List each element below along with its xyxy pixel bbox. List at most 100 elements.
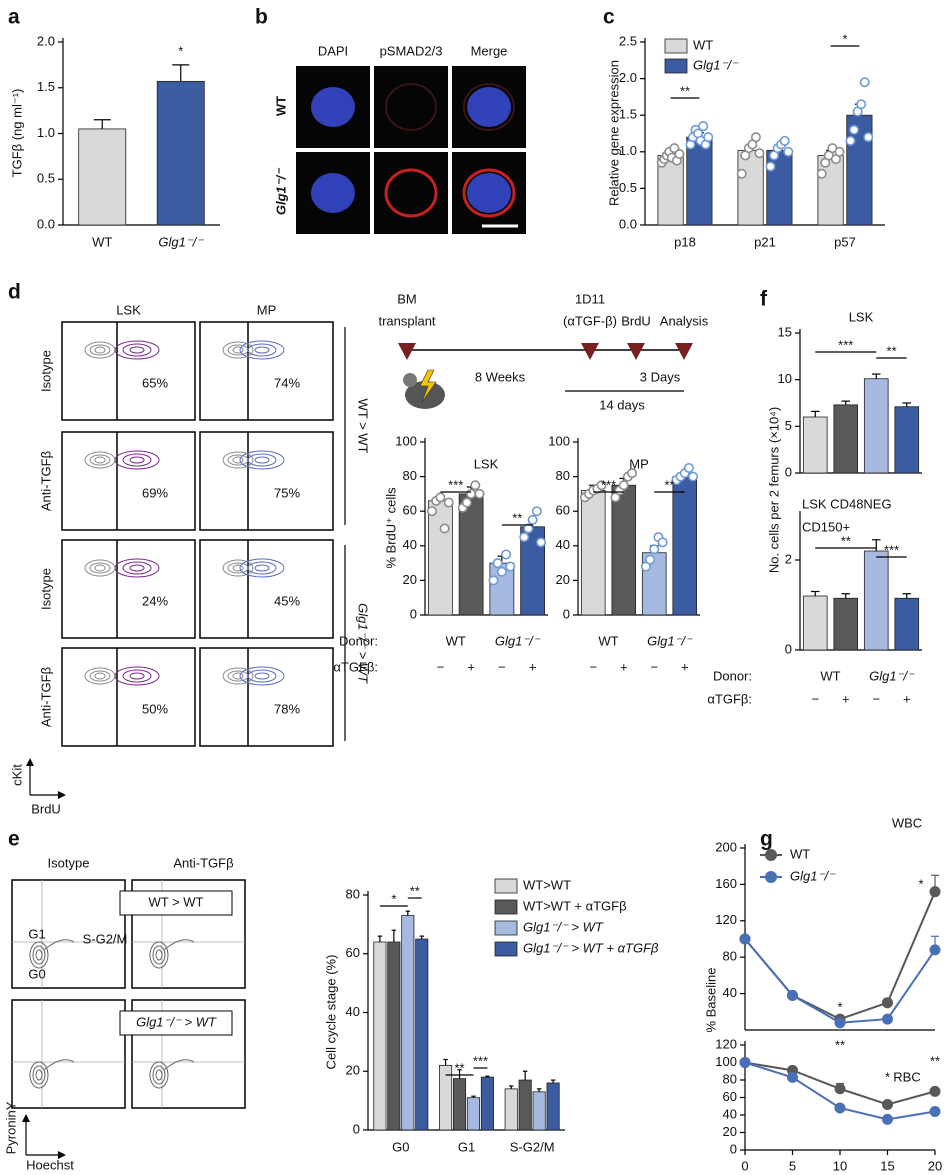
legend-swatch — [664, 38, 688, 54]
contour — [122, 669, 152, 683]
data-point — [849, 124, 860, 135]
x-tick-label: − — [437, 659, 445, 674]
data-point — [882, 997, 893, 1009]
flow-plot — [199, 647, 334, 747]
row-label: Donor: — [339, 633, 378, 648]
chart-title: RBC — [893, 1069, 920, 1084]
percent: 74% — [274, 375, 300, 390]
legend-marker — [765, 871, 777, 883]
contour — [43, 939, 75, 951]
contour — [239, 340, 285, 360]
contour — [114, 340, 160, 360]
y-tick-label: 0.5 — [37, 171, 55, 186]
significance-label: ** — [835, 1037, 845, 1052]
legend-label: Glg1⁻/⁻ — [790, 868, 836, 883]
data-point — [882, 1013, 893, 1025]
y-tick-label: 1.5 — [37, 79, 55, 94]
significance-label: ** — [930, 1053, 940, 1068]
contour — [35, 949, 43, 961]
contour — [129, 456, 145, 464]
contour — [129, 346, 145, 354]
data-point — [674, 148, 685, 159]
psmad-signal — [385, 83, 437, 131]
group-label: WT — [446, 633, 466, 648]
y-tick-label: 60 — [403, 503, 417, 518]
row-label: Anti-TGFβ — [38, 667, 53, 727]
bar — [863, 550, 889, 651]
data-point — [426, 506, 437, 517]
y-tick-label: 120 — [715, 912, 737, 927]
y-tick-label: 40 — [403, 537, 417, 552]
mouse-ear — [403, 373, 417, 387]
x-tick-label: 15 — [880, 1158, 894, 1173]
significance-label: * — [837, 999, 842, 1014]
contour — [152, 1065, 166, 1085]
significance-label: * — [885, 1069, 890, 1084]
gate-label: G0 — [28, 966, 45, 981]
contour — [254, 346, 270, 354]
x-tick-label: 5 — [789, 1158, 796, 1173]
data-point — [779, 135, 790, 146]
x-tick-label: p21 — [754, 234, 776, 249]
data-point — [929, 1106, 941, 1117]
x-tick-label: + — [467, 659, 475, 674]
contour — [222, 667, 254, 685]
legend-label: Glg1⁻/⁻ — [693, 57, 739, 72]
bar — [894, 597, 920, 651]
flow-plot — [199, 539, 334, 639]
y-tick-label: 20 — [346, 1063, 360, 1078]
contour — [32, 945, 46, 965]
y-tick-label: 20 — [556, 572, 570, 587]
contour — [35, 1069, 43, 1081]
contour — [29, 941, 49, 969]
x-tick-label: G1 — [458, 1139, 475, 1154]
y-tick-label: 2 — [785, 551, 792, 566]
y-tick-label: 0.0 — [619, 216, 637, 231]
contour — [254, 456, 270, 464]
contour — [89, 454, 111, 466]
contour — [163, 939, 195, 951]
data-point — [739, 1057, 751, 1068]
legend-label: WT — [693, 37, 713, 52]
data-point — [536, 537, 547, 548]
bar — [802, 416, 828, 474]
x-tick-label: + — [529, 659, 537, 674]
contour — [149, 1061, 169, 1089]
y-axis-label: TGFβ (ng ml⁻¹) — [9, 89, 24, 178]
y-tick-label: 40 — [346, 1004, 360, 1019]
flow-plot — [199, 431, 334, 531]
legend-swatch — [494, 899, 518, 915]
bar — [466, 1097, 481, 1131]
lightning-icon — [419, 369, 437, 403]
data-point — [863, 132, 874, 143]
y-tick-label: 60 — [346, 945, 360, 960]
data-point — [527, 514, 538, 525]
y-tick-label: 0 — [730, 1141, 737, 1156]
data-point — [834, 1083, 846, 1095]
y-tick-label: 0 — [410, 606, 417, 621]
bar — [156, 80, 205, 226]
timeline-step: Analysis — [660, 313, 709, 328]
group-label: Glg1⁻/⁻ — [869, 668, 915, 683]
contour — [232, 456, 244, 464]
legend-swatch — [494, 920, 518, 936]
panel-label: d — [8, 281, 21, 304]
bar — [686, 136, 713, 226]
y-tick-label: 80 — [403, 468, 417, 483]
data-point — [492, 558, 503, 569]
nucleus — [467, 173, 511, 213]
contour — [89, 670, 111, 682]
timeline-step: 1D11 — [575, 291, 605, 306]
legend-label: WT>WT — [523, 877, 571, 892]
bar — [580, 490, 606, 616]
y-tick-label: 80 — [723, 1071, 737, 1086]
x-tick-label: + — [681, 659, 689, 674]
sample-label: WT > WT — [148, 894, 203, 909]
contour — [222, 559, 254, 577]
significance-label: *** — [473, 1053, 488, 1068]
data-point — [496, 566, 507, 577]
significance-label: * — [842, 31, 847, 46]
x-tick-label: G0 — [392, 1139, 409, 1154]
y-tick-label: 100 — [715, 1054, 737, 1069]
psmad-signal — [462, 168, 516, 218]
